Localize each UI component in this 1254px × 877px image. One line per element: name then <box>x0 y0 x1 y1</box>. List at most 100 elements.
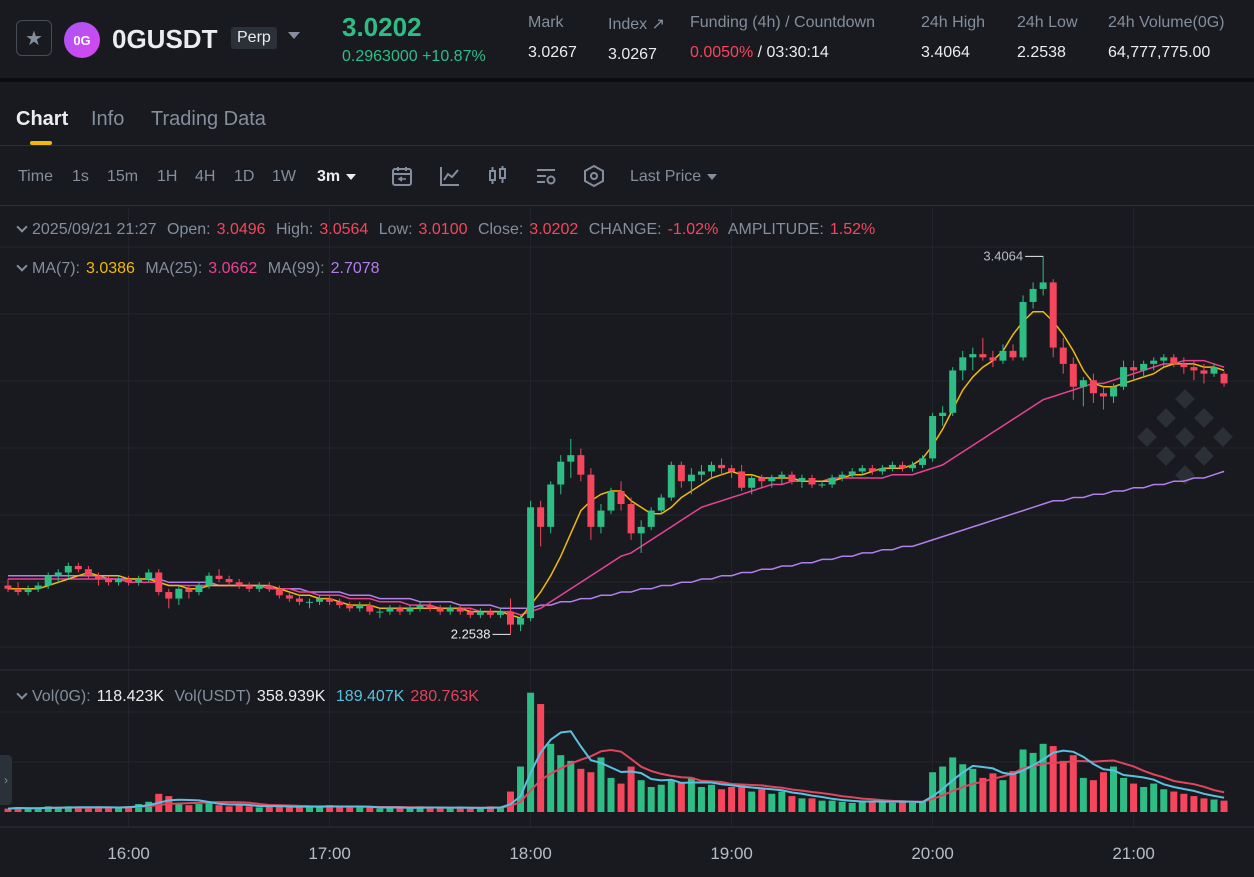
volume-bar <box>205 801 213 812</box>
candlestick-chart[interactable]: 3.4064 2.2538 16:00 17:00 18:00 19:00 20:00 21:… <box>0 207 1254 877</box>
collapse-chevron-icon[interactable] <box>16 688 28 700</box>
candle-body <box>748 477 756 488</box>
interval-1d[interactable]: 1D <box>234 168 255 185</box>
volume-bar <box>125 806 133 812</box>
vol-label: Vol(0G): <box>32 688 91 705</box>
tab-trading-data[interactable]: Trading Data <box>151 108 266 130</box>
candle-body <box>728 468 736 472</box>
chart-toolbar: Time 1s 15m 1H 4H 1D 1W 3m Last Price <box>0 146 1254 206</box>
volume-bar <box>929 772 937 812</box>
volume-bar <box>54 807 62 812</box>
stat-24h-volume: 24h Volume(0G) 64,777,775.00 <box>1108 14 1225 62</box>
candle-body <box>738 471 746 488</box>
stat-label: Funding (4h) / Countdown <box>690 14 875 31</box>
change-label: CHANGE: <box>588 221 662 238</box>
volume-bar <box>306 806 313 812</box>
hexagon-icon[interactable] <box>582 164 606 188</box>
volume-bar <box>818 800 826 812</box>
chevron-down-icon <box>707 173 718 180</box>
candle-body <box>657 497 665 511</box>
candle-body <box>778 474 786 478</box>
candle-body <box>768 477 776 482</box>
tab-info[interactable]: Info <box>91 108 125 130</box>
stat-24h-low: 24h Low 2.2538 <box>1017 14 1078 62</box>
stat-index[interactable]: Index ↗ 3.0267 <box>608 14 665 64</box>
candle-body <box>547 484 555 527</box>
open-value: 3.0496 <box>216 221 266 238</box>
candle-type-icon[interactable] <box>486 164 510 188</box>
candle-body <box>245 585 253 589</box>
symbol-dropdown-icon[interactable] <box>288 32 300 39</box>
side-panel-toggle[interactable]: › <box>0 755 12 805</box>
watermark-diamond <box>1137 427 1157 447</box>
candle-body <box>858 468 866 472</box>
candle-body <box>808 477 816 485</box>
candle-body <box>597 510 605 527</box>
volume-bar <box>828 800 836 812</box>
token-logo: 0G <box>64 22 100 58</box>
volume-bar <box>476 808 484 812</box>
chevron-down-icon <box>346 173 357 180</box>
interval-time[interactable]: Time <box>18 168 53 185</box>
stat-label: 24h Volume(0G) <box>1108 14 1225 31</box>
volume-bar <box>34 808 42 812</box>
interval-15m[interactable]: 15m <box>107 168 139 185</box>
volume-bar <box>1029 752 1037 812</box>
stat-label: Mark <box>528 14 564 31</box>
volume-bar <box>888 802 896 812</box>
candle-body <box>1220 373 1228 384</box>
ma25-label: MA(25): <box>145 260 203 277</box>
volume-bar <box>496 807 504 812</box>
volume-bar <box>848 802 856 812</box>
candle-body <box>125 579 133 583</box>
symbol-name[interactable]: 0GUSDT <box>112 24 218 54</box>
candle-body <box>577 455 585 475</box>
candle-body <box>517 618 525 625</box>
interval-1h[interactable]: 1H <box>157 168 178 185</box>
calendar-icon[interactable] <box>390 164 414 188</box>
tab-chart[interactable]: Chart <box>16 108 69 130</box>
chart-area[interactable]: 3.4064 2.2538 16:00 17:00 18:00 19:00 20:00 21:… <box>0 207 1254 877</box>
volume-bar <box>24 808 32 812</box>
candle-body <box>1200 370 1208 374</box>
candle-body <box>939 412 947 417</box>
volume-bar <box>567 760 575 812</box>
volume-bar <box>406 808 414 812</box>
candle-body <box>838 474 846 478</box>
volume-bar <box>858 801 866 812</box>
candle-body <box>557 461 565 485</box>
interval-1w[interactable]: 1W <box>272 168 296 185</box>
candle-body <box>919 458 927 465</box>
candle-body <box>1069 363 1077 387</box>
interval-1s[interactable]: 1s <box>72 168 89 185</box>
collapse-chevron-icon[interactable] <box>16 221 28 233</box>
x-axis-tick-label: 17:00 <box>308 844 351 863</box>
candle-body <box>336 601 344 606</box>
funding-rate: 0.0050% <box>690 44 754 61</box>
volume-bar <box>466 807 474 812</box>
candle-body <box>507 611 514 625</box>
volume-bar <box>557 755 565 812</box>
low-annotation: 2.2538 <box>451 626 491 641</box>
interval-selected-dropdown[interactable]: 3m <box>317 168 357 186</box>
volume-bar <box>527 692 535 812</box>
price-type-dropdown[interactable]: Last Price <box>630 168 718 186</box>
candle-body <box>185 588 193 593</box>
candle-body <box>456 608 464 612</box>
volume-bar <box>285 807 293 812</box>
interval-4h[interactable]: 4H <box>195 168 216 185</box>
candle-body <box>255 585 263 589</box>
collapse-chevron-icon[interactable] <box>16 260 28 272</box>
ma25-value: 3.0662 <box>208 260 258 277</box>
indicator-icon[interactable] <box>438 164 462 188</box>
volume-bar <box>677 782 685 812</box>
candle-body <box>798 477 806 482</box>
favorite-star-icon[interactable]: ★ <box>16 20 52 56</box>
settings-icon[interactable] <box>534 164 558 188</box>
volume-bar <box>105 807 112 812</box>
watermark-logo <box>1137 389 1233 485</box>
candle-body <box>828 477 836 485</box>
volume-bar <box>738 784 746 812</box>
candle-body <box>868 468 876 472</box>
volume-bar <box>637 780 645 812</box>
